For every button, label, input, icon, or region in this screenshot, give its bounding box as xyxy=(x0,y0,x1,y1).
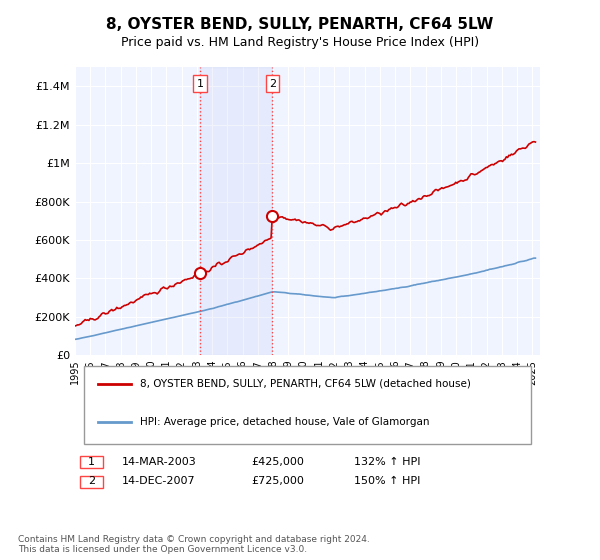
Text: 1: 1 xyxy=(88,457,95,466)
Text: 2: 2 xyxy=(269,79,276,88)
Text: 132% ↑ HPI: 132% ↑ HPI xyxy=(354,457,421,466)
Text: 14-MAR-2003: 14-MAR-2003 xyxy=(121,457,196,466)
FancyBboxPatch shape xyxy=(80,456,103,468)
Text: HPI: Average price, detached house, Vale of Glamorgan: HPI: Average price, detached house, Vale… xyxy=(140,417,430,427)
Text: £725,000: £725,000 xyxy=(252,476,305,486)
Text: 14-DEC-2007: 14-DEC-2007 xyxy=(121,476,195,486)
FancyBboxPatch shape xyxy=(80,475,103,488)
FancyBboxPatch shape xyxy=(84,366,531,444)
Text: £425,000: £425,000 xyxy=(252,457,305,466)
Bar xyxy=(200,67,272,355)
Text: Contains HM Land Registry data © Crown copyright and database right 2024.
This d: Contains HM Land Registry data © Crown c… xyxy=(18,535,370,554)
Text: 8, OYSTER BEND, SULLY, PENARTH, CF64 5LW (detached house): 8, OYSTER BEND, SULLY, PENARTH, CF64 5LW… xyxy=(140,379,471,389)
Text: 8, OYSTER BEND, SULLY, PENARTH, CF64 5LW: 8, OYSTER BEND, SULLY, PENARTH, CF64 5LW xyxy=(106,17,494,32)
Text: 2: 2 xyxy=(88,476,95,486)
Text: Price paid vs. HM Land Registry's House Price Index (HPI): Price paid vs. HM Land Registry's House … xyxy=(121,36,479,49)
Text: 150% ↑ HPI: 150% ↑ HPI xyxy=(354,476,421,486)
Text: 1: 1 xyxy=(197,79,203,88)
